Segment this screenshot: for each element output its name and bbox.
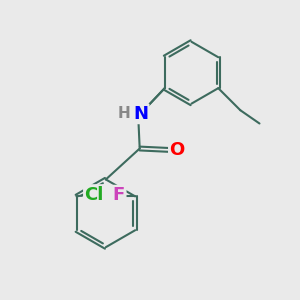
Text: O: O xyxy=(169,141,185,159)
Text: Cl: Cl xyxy=(85,186,104,204)
Text: F: F xyxy=(113,186,125,204)
Text: H: H xyxy=(118,106,130,121)
Text: N: N xyxy=(133,105,148,123)
